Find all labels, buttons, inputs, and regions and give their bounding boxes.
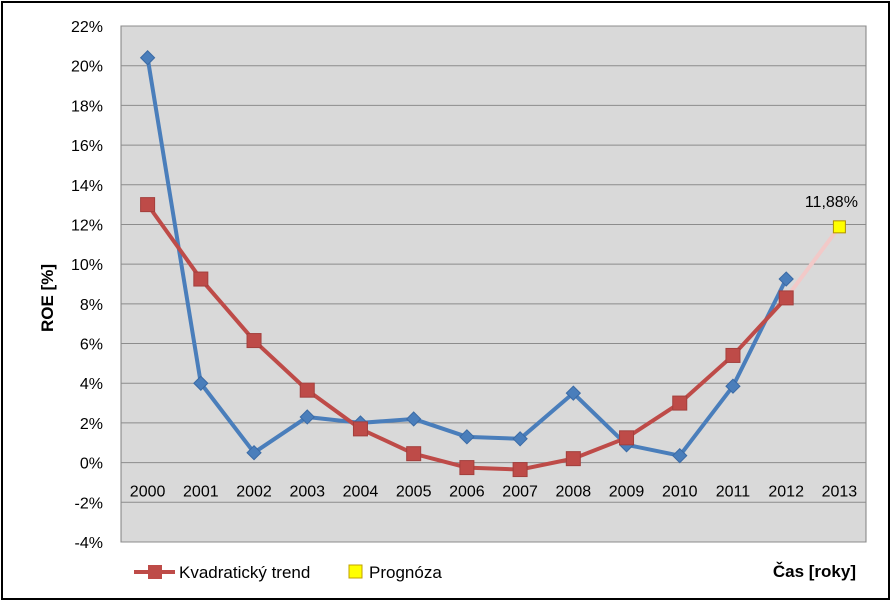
series-1-point-2012	[778, 290, 794, 306]
legend-forecast-marker	[348, 564, 363, 579]
forecast-point-2013	[832, 220, 846, 234]
series-1-point-2006	[459, 460, 475, 476]
y-tick-label-0: -4%	[75, 535, 103, 552]
series-1-point-2003	[299, 382, 315, 398]
roe-line-chart: -4% -2% 0% 2% 4% 6% 8% 10% 12% 14% 16% 18% 20% 22% 20…	[38, 19, 867, 582]
x-tick-label-0: 2000	[130, 484, 166, 501]
x-tick-label-1: 2001	[183, 484, 219, 501]
series-0-point-2008	[565, 385, 582, 401]
x-tick-label-12: 2012	[768, 484, 804, 501]
series-1-point-2000	[140, 197, 156, 213]
y-tick-label-1: -2%	[75, 495, 103, 512]
series-1-point-2001	[193, 271, 209, 287]
series-0-point-2001	[193, 375, 209, 391]
series-1-point-2009	[619, 430, 635, 446]
series-1-point-2008	[565, 451, 581, 467]
x-tick-label-4: 2004	[343, 484, 379, 501]
plot-area	[120, 25, 867, 543]
x-tick-label-13: 2013	[822, 484, 858, 501]
y-tick-label-7: 10%	[71, 257, 103, 274]
series-0-point-2010	[672, 447, 688, 464]
legend-forecast-label: Prognóza	[369, 563, 442, 582]
series-0-point-2011	[725, 378, 741, 394]
x-tick-label-5: 2005	[396, 484, 432, 501]
series-1-point-2004	[352, 421, 368, 437]
y-axis-title: ROE [%]	[38, 264, 57, 332]
y-tick-label-5: 6%	[80, 337, 103, 354]
series-1-point-2011	[725, 347, 741, 363]
y-tick-labels: -4% -2% 0% 2% 4% 6% 8% 10% 12% 14% 16% 18% 20% 22%	[71, 19, 103, 552]
x-tick-label-8: 2008	[556, 484, 592, 501]
x-tick-label-6: 2006	[449, 484, 485, 501]
series-0-point-2007	[512, 431, 528, 447]
series-1-point-2005	[406, 446, 422, 462]
x-tick-label-10: 2010	[662, 484, 698, 501]
x-tick-label-11: 2011	[716, 484, 751, 501]
series-1-point-2010	[672, 395, 688, 411]
grid-lines	[121, 25, 866, 543]
series-0-point-2000	[139, 50, 156, 66]
series-1-point-2002	[246, 333, 262, 349]
y-tick-label-2: 0%	[80, 456, 103, 473]
series-1-point-2007	[512, 462, 528, 478]
y-tick-label-6: 8%	[80, 297, 103, 314]
x-tick-label-3: 2003	[289, 484, 325, 501]
y-tick-label-8: 12%	[71, 217, 103, 234]
series-0-point-2012	[778, 271, 794, 287]
legend-trend-label: Kvadratický trend	[179, 563, 310, 582]
y-tick-label-9: 14%	[71, 178, 103, 195]
y-tick-label-3: 2%	[80, 416, 103, 433]
series-0-point-2006	[459, 429, 475, 445]
series-0-point-2003	[299, 409, 315, 425]
y-tick-label-10: 16%	[71, 138, 103, 155]
series-0-point-2005	[405, 411, 422, 427]
forecast-data-label: 11,88%	[805, 194, 858, 211]
y-tick-label-13: 22%	[71, 19, 103, 36]
series-layer: 11,88%	[139, 50, 858, 478]
x-axis-title: Čas [roky]	[773, 562, 856, 581]
y-tick-label-11: 18%	[71, 98, 103, 115]
y-tick-label-12: 20%	[71, 59, 103, 76]
x-tick-label-9: 2009	[609, 484, 645, 501]
x-tick-labels: 2000 2001 2002 2003 2004 2005 2006 2007 2008 2009…	[130, 484, 857, 501]
x-tick-label-2: 2002	[236, 484, 272, 501]
forecast-connector-line	[784, 225, 841, 300]
series-0-point-2002	[246, 444, 262, 461]
legend-trend-marker	[148, 565, 162, 579]
legend: Kvadratický trend Prognóza	[134, 563, 442, 582]
x-tick-label-7: 2007	[502, 484, 538, 501]
y-tick-label-4: 4%	[80, 376, 103, 393]
